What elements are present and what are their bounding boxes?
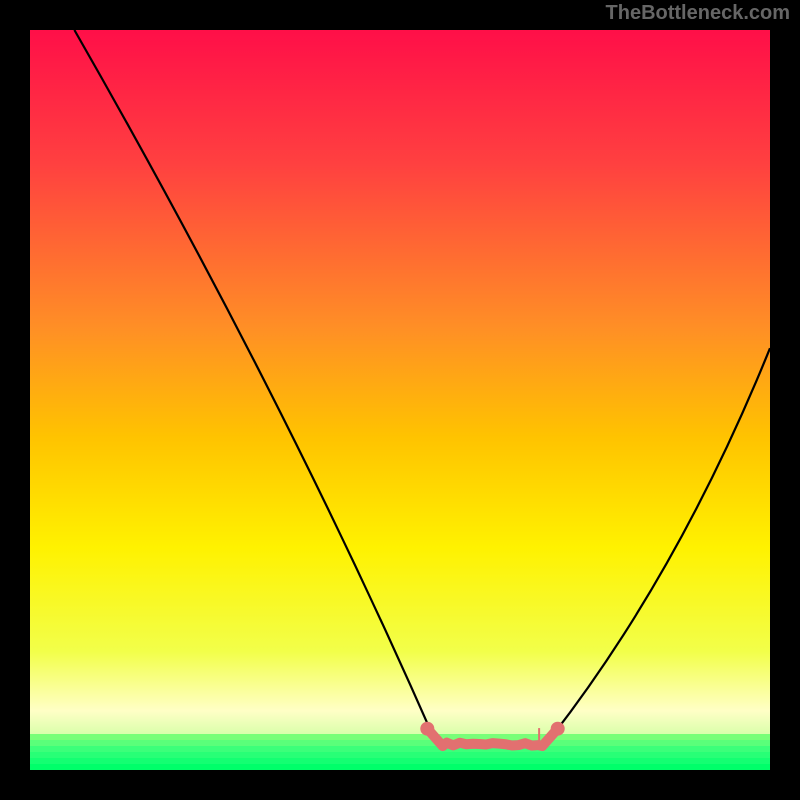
bottom-stripe	[30, 764, 770, 770]
bottom-stripe	[30, 758, 770, 764]
bottom-stripe	[30, 740, 770, 746]
valley-endpoint	[551, 722, 565, 736]
bottom-stripe	[30, 734, 770, 740]
valley-endpoint	[420, 722, 434, 736]
gradient-background	[30, 30, 770, 770]
bottom-stripe	[30, 752, 770, 758]
bottom-stripe	[30, 746, 770, 752]
attribution-text: TheBottleneck.com	[606, 2, 790, 25]
bottleneck-chart	[0, 0, 800, 800]
